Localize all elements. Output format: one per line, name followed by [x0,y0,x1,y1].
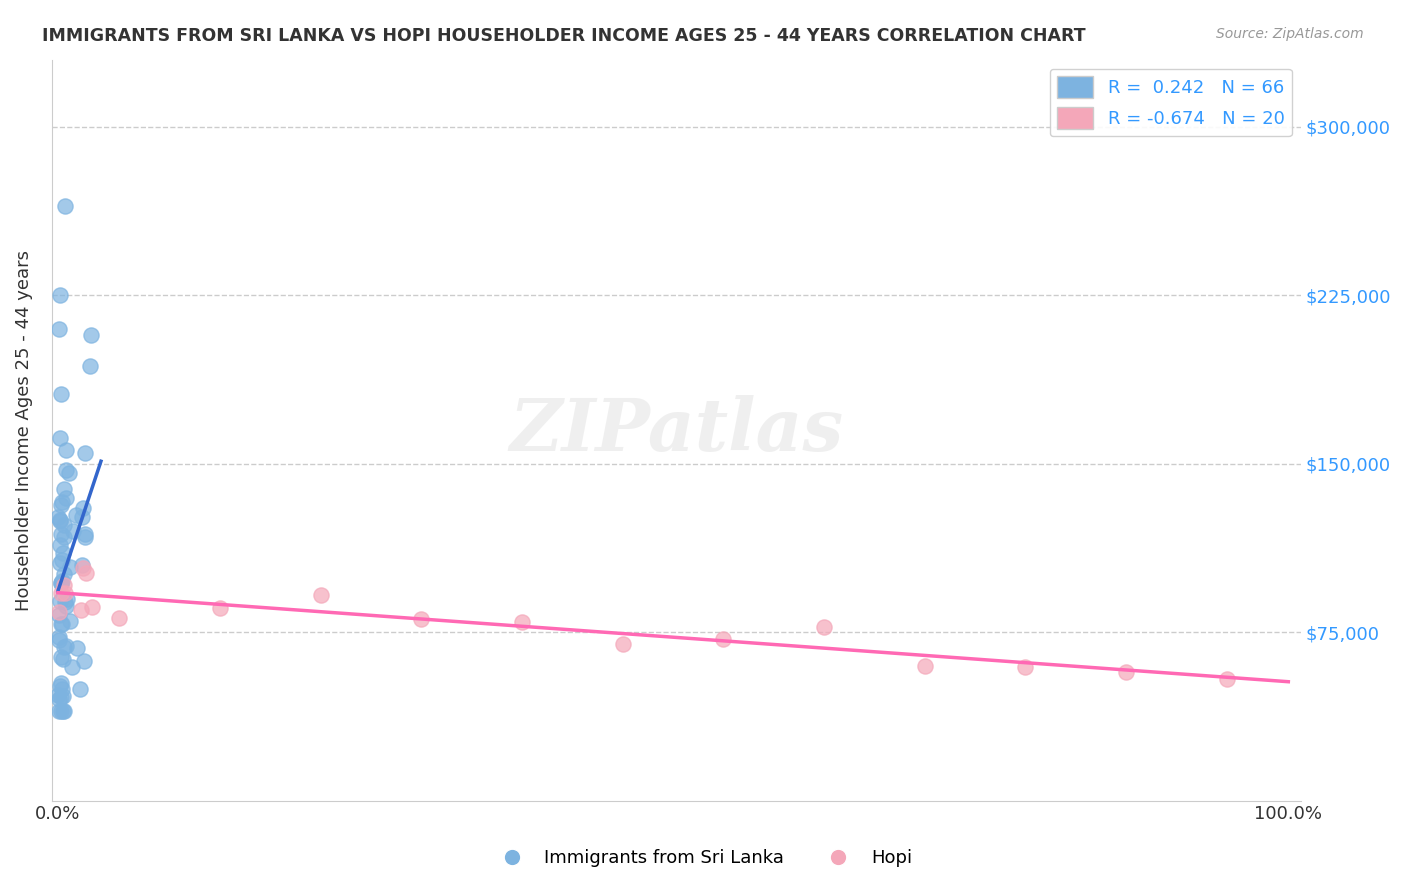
Point [51,575,73,590]
Point [55,599,77,613]
Point [53,198,76,212]
Point [51,553,73,567]
Point [62,524,84,539]
Point [49,288,72,302]
Point [53,586,76,600]
Legend: R =  0.242   N = 66, R = -0.674   N = 20: R = 0.242 N = 66, R = -0.674 N = 20 [1050,69,1292,136]
Point [79,359,101,374]
Point [411,612,433,626]
Point [55,443,77,458]
Point [55,491,77,505]
Text: IMMIGRANTS FROM SRI LANKA VS HOPI HOUSEHOLDER INCOME AGES 25 - 44 YEARS CORRELAT: IMMIGRANTS FROM SRI LANKA VS HOPI HOUSEH… [42,27,1085,45]
Point [48,630,70,644]
Point [49,513,72,527]
Point [52,651,75,665]
Point [510,615,533,630]
Point [52,704,75,718]
Point [51,495,73,509]
Point [72,561,94,575]
Point [59,559,82,574]
Point [48,510,70,524]
Point [55,463,77,477]
Point [53,567,76,582]
Point [70,558,93,572]
Point [48,692,70,706]
Point [48,593,70,607]
Point [69,603,91,617]
Point [51,682,73,697]
Point [1216,672,1239,686]
Point [209,601,232,615]
Point [49,538,72,552]
Point [713,632,735,646]
Point [1115,665,1137,679]
Point [612,636,634,650]
Point [52,640,75,654]
Point [51,527,73,541]
Point [80,600,103,615]
Point [73,526,96,541]
Point [51,616,73,631]
Point [70,510,93,524]
Point [66,641,89,656]
Point [49,514,72,528]
Point [49,557,72,571]
Point [49,575,72,590]
Point [65,508,87,523]
Text: ZIPatlas: ZIPatlas [509,394,844,466]
Point [108,611,131,625]
Point [48,704,70,718]
Point [48,633,70,648]
Point [49,679,72,693]
Point [69,682,91,697]
Point [53,578,76,592]
Point [52,518,75,533]
Point [309,588,332,602]
Point [51,499,73,513]
Point [73,654,96,668]
Point [51,616,73,631]
Legend: Immigrants from Sri Lanka, Hopi: Immigrants from Sri Lanka, Hopi [486,842,920,874]
Point [914,659,936,673]
Point [58,466,80,480]
Point [49,431,72,445]
Point [51,675,73,690]
Point [51,586,73,600]
Point [52,530,75,544]
Point [46,688,69,702]
Text: Source: ZipAtlas.com: Source: ZipAtlas.com [1216,27,1364,41]
Point [55,639,77,653]
Point [52,546,75,560]
Point [58,615,80,629]
Point [53,482,76,496]
Point [53,595,76,609]
Point [52,689,75,703]
Point [75,566,97,581]
Point [55,592,77,607]
Point [48,322,70,336]
Point [51,574,73,588]
Point [73,530,96,544]
Point [48,605,70,619]
Y-axis label: Householder Income Ages 25 - 44 years: Householder Income Ages 25 - 44 years [15,250,32,611]
Point [49,704,72,718]
Point [51,690,73,704]
Point [80,328,103,343]
Point [60,659,83,673]
Point [51,386,73,401]
Point [48,608,70,623]
Point [1014,659,1036,673]
Point [49,650,72,665]
Point [52,704,75,718]
Point [73,446,96,460]
Point [813,620,835,634]
Point [72,500,94,515]
